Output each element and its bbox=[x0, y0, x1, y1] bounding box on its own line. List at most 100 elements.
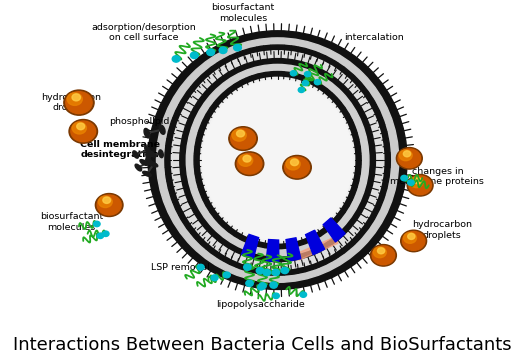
Ellipse shape bbox=[186, 64, 369, 256]
Circle shape bbox=[66, 92, 92, 114]
Polygon shape bbox=[266, 240, 279, 262]
Circle shape bbox=[71, 121, 96, 142]
Text: Cell membrane
desintegration: Cell membrane desintegration bbox=[80, 140, 160, 159]
Circle shape bbox=[304, 72, 311, 77]
Circle shape bbox=[223, 272, 230, 278]
Ellipse shape bbox=[165, 45, 390, 275]
Ellipse shape bbox=[135, 164, 142, 171]
Circle shape bbox=[371, 245, 396, 266]
Circle shape bbox=[230, 128, 256, 149]
Circle shape bbox=[232, 129, 246, 141]
Circle shape bbox=[258, 285, 264, 290]
Text: membrane
protein: membrane protein bbox=[215, 188, 267, 207]
Circle shape bbox=[373, 247, 386, 258]
Ellipse shape bbox=[149, 151, 156, 157]
Circle shape bbox=[211, 275, 218, 281]
Circle shape bbox=[314, 80, 321, 85]
Text: Interactions Between Bacteria Cells and BioSurfactants: Interactions Between Bacteria Cells and … bbox=[13, 336, 512, 354]
Circle shape bbox=[402, 232, 425, 251]
Circle shape bbox=[98, 196, 112, 207]
Circle shape bbox=[270, 282, 277, 288]
Circle shape bbox=[103, 197, 111, 203]
Circle shape bbox=[93, 221, 100, 227]
Text: biosurfactant
molecules: biosurfactant molecules bbox=[212, 3, 275, 22]
Circle shape bbox=[410, 177, 423, 188]
Circle shape bbox=[286, 158, 300, 170]
Circle shape bbox=[403, 151, 411, 157]
Circle shape bbox=[290, 71, 297, 76]
Circle shape bbox=[246, 280, 253, 286]
Circle shape bbox=[69, 119, 98, 143]
Circle shape bbox=[414, 178, 422, 184]
Circle shape bbox=[96, 194, 123, 216]
Circle shape bbox=[409, 176, 432, 195]
Circle shape bbox=[97, 233, 103, 239]
Circle shape bbox=[404, 232, 416, 243]
Circle shape bbox=[191, 52, 198, 59]
Circle shape bbox=[372, 246, 395, 265]
Circle shape bbox=[72, 122, 87, 134]
Circle shape bbox=[256, 268, 264, 274]
Ellipse shape bbox=[149, 162, 158, 167]
Circle shape bbox=[236, 130, 245, 137]
Circle shape bbox=[234, 45, 242, 51]
Ellipse shape bbox=[143, 171, 151, 176]
Circle shape bbox=[398, 149, 421, 168]
Circle shape bbox=[407, 180, 414, 185]
Polygon shape bbox=[323, 218, 345, 242]
Circle shape bbox=[259, 283, 266, 289]
Circle shape bbox=[102, 231, 109, 236]
Ellipse shape bbox=[194, 72, 361, 249]
Polygon shape bbox=[298, 237, 338, 260]
Ellipse shape bbox=[144, 129, 150, 138]
Ellipse shape bbox=[146, 158, 152, 165]
Circle shape bbox=[377, 248, 385, 254]
Circle shape bbox=[77, 123, 85, 130]
Ellipse shape bbox=[201, 77, 355, 243]
Ellipse shape bbox=[180, 59, 375, 262]
Circle shape bbox=[229, 127, 257, 151]
Ellipse shape bbox=[148, 31, 407, 290]
Circle shape bbox=[172, 56, 180, 62]
Circle shape bbox=[207, 49, 215, 55]
Circle shape bbox=[273, 293, 279, 299]
Text: hydrocarbon
droplets: hydrocarbon droplets bbox=[412, 220, 472, 240]
Polygon shape bbox=[286, 238, 301, 261]
Circle shape bbox=[235, 152, 264, 176]
Text: hydrocarbon
droplets: hydrocarbon droplets bbox=[41, 93, 102, 112]
Ellipse shape bbox=[156, 38, 399, 282]
Circle shape bbox=[290, 159, 299, 166]
Circle shape bbox=[298, 87, 304, 93]
Text: lipopolysaccharide: lipopolysaccharide bbox=[216, 300, 304, 309]
Circle shape bbox=[67, 93, 82, 105]
Circle shape bbox=[285, 157, 309, 178]
Circle shape bbox=[283, 155, 311, 179]
Circle shape bbox=[302, 80, 309, 86]
Circle shape bbox=[401, 175, 407, 181]
Text: phosphollpid: phosphollpid bbox=[109, 117, 170, 126]
Circle shape bbox=[72, 94, 80, 101]
Polygon shape bbox=[306, 230, 324, 255]
Ellipse shape bbox=[203, 80, 353, 240]
Text: adsorption/desorption
on cell surface: adsorption/desorption on cell surface bbox=[91, 23, 196, 42]
Circle shape bbox=[408, 233, 415, 239]
Circle shape bbox=[407, 174, 433, 196]
Ellipse shape bbox=[140, 160, 148, 165]
Circle shape bbox=[300, 292, 307, 297]
Ellipse shape bbox=[145, 146, 150, 153]
Circle shape bbox=[244, 264, 251, 270]
Circle shape bbox=[399, 150, 412, 161]
Text: enzymatic degradation
of hydrocarbons: enzymatic degradation of hydrocarbons bbox=[259, 111, 369, 130]
Circle shape bbox=[263, 269, 270, 276]
Circle shape bbox=[238, 155, 253, 166]
Circle shape bbox=[64, 90, 94, 115]
Circle shape bbox=[97, 195, 121, 215]
Ellipse shape bbox=[171, 51, 384, 269]
Text: LSP removal: LSP removal bbox=[151, 264, 210, 272]
Circle shape bbox=[401, 230, 427, 252]
Circle shape bbox=[243, 155, 251, 162]
Text: intercalation: intercalation bbox=[344, 33, 404, 42]
Circle shape bbox=[272, 269, 279, 275]
Ellipse shape bbox=[146, 152, 150, 160]
Circle shape bbox=[197, 264, 204, 270]
